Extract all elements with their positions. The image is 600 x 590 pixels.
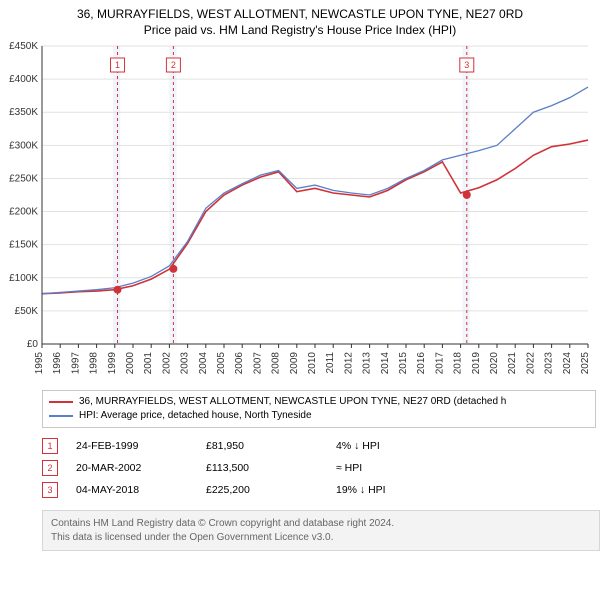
y-tick-label: £200K [9, 207, 38, 218]
x-tick-label: 2000 [125, 352, 136, 375]
x-tick-label: 2013 [362, 352, 373, 375]
sale-date: 04-MAY-2018 [76, 484, 206, 496]
legend-item: 36, MURRAYFIELDS, WEST ALLOTMENT, NEWCAS… [49, 395, 589, 409]
sale-date: 20-MAR-2002 [76, 462, 206, 474]
x-tick-label: 2008 [271, 352, 282, 375]
sale-row: 1 24-FEB-1999£81,9504% ↓ HPI [42, 435, 582, 457]
sale-badge: 2 [42, 460, 58, 476]
sale-marker [169, 265, 177, 273]
x-tick-label: 2006 [234, 352, 245, 375]
y-tick-label: £50K [15, 306, 39, 317]
title-line1: 36, MURRAYFIELDS, WEST ALLOTMENT, NEWCAS… [0, 6, 600, 22]
x-tick-label: 1998 [89, 352, 100, 375]
x-tick-label: 1997 [70, 352, 81, 375]
y-tick-label: £250K [9, 173, 38, 184]
x-tick-label: 2017 [434, 352, 445, 375]
x-tick-label: 1995 [34, 352, 45, 375]
sale-vs-hpi: 4% ↓ HPI [336, 440, 486, 452]
sale-vs-hpi: 19% ↓ HPI [336, 484, 486, 496]
sale-price: £81,950 [206, 440, 336, 452]
legend-label: HPI: Average price, detached house, Nort… [79, 409, 312, 423]
legend-item: HPI: Average price, detached house, Nort… [49, 409, 589, 423]
title-line2: Price paid vs. HM Land Registry's House … [0, 22, 600, 38]
x-tick-label: 2012 [343, 352, 354, 375]
x-tick-label: 2009 [289, 352, 300, 375]
x-tick-label: 2003 [180, 352, 191, 375]
y-tick-label: £0 [27, 339, 39, 350]
legend: 36, MURRAYFIELDS, WEST ALLOTMENT, NEWCAS… [42, 390, 596, 428]
x-tick-label: 2015 [398, 352, 409, 375]
x-tick-label: 2005 [216, 352, 227, 375]
x-tick-label: 1996 [52, 352, 63, 375]
x-tick-label: 2020 [489, 352, 500, 375]
sale-row: 2 20-MAR-2002£113,500≈ HPI [42, 457, 582, 479]
x-tick-label: 2025 [580, 352, 591, 375]
legend-label: 36, MURRAYFIELDS, WEST ALLOTMENT, NEWCAS… [79, 395, 506, 409]
sale-badge: 3 [42, 482, 58, 498]
x-tick-label: 2019 [471, 352, 482, 375]
attribution-footer: Contains HM Land Registry data © Crown c… [42, 510, 600, 551]
x-tick-label: 2014 [380, 352, 391, 375]
x-tick-label: 2021 [507, 352, 518, 375]
x-tick-label: 2001 [143, 352, 154, 375]
x-tick-label: 2023 [544, 352, 555, 375]
y-tick-label: £350K [9, 107, 38, 118]
figure-root: 36, MURRAYFIELDS, WEST ALLOTMENT, NEWCAS… [0, 0, 600, 590]
x-tick-label: 1999 [107, 352, 118, 375]
sale-marker [114, 286, 122, 294]
price-chart: £0 £50K £100K £150K £200K £250K £300K £350K £400… [0, 40, 600, 380]
sale-band [113, 46, 120, 344]
sale-flag-label: 2 [171, 60, 176, 70]
x-tick-label: 2011 [325, 352, 336, 374]
x-tick-label: 2002 [161, 352, 172, 375]
x-tick-label: 2018 [453, 352, 464, 375]
y-tick-label: £100K [9, 273, 38, 284]
legend-swatch [49, 401, 73, 403]
y-tick-label: £450K [9, 41, 38, 52]
x-tick-label: 2010 [307, 352, 318, 375]
x-tick-label: 2007 [252, 352, 263, 375]
chart-title: 36, MURRAYFIELDS, WEST ALLOTMENT, NEWCAS… [0, 0, 600, 38]
legend-swatch [49, 415, 73, 417]
sale-badge: 1 [42, 438, 58, 454]
series-price_paid [42, 140, 588, 294]
sale-price: £113,500 [206, 462, 336, 474]
y-tick-label: £300K [9, 140, 38, 151]
sale-vs-hpi: ≈ HPI [336, 462, 486, 474]
series-hpi [42, 87, 588, 294]
sales-table: 1 24-FEB-1999£81,9504% ↓ HPI 2 20-MAR-2002£… [42, 435, 582, 501]
y-tick-label: £150K [9, 240, 38, 251]
sale-price: £225,200 [206, 484, 336, 496]
x-tick-label: 2024 [562, 352, 573, 375]
sale-flag-label: 3 [464, 60, 469, 70]
y-tick-label: £400K [9, 74, 38, 85]
sale-date: 24-FEB-1999 [76, 440, 206, 452]
x-tick-label: 2016 [416, 352, 427, 375]
sale-row: 3 04-MAY-2018£225,20019% ↓ HPI [42, 479, 582, 501]
x-tick-label: 2022 [525, 352, 536, 375]
sale-marker [463, 191, 471, 199]
footer-line2: This data is licensed under the Open Gov… [51, 531, 591, 545]
x-tick-label: 2004 [198, 352, 209, 375]
sale-flag-label: 1 [115, 60, 120, 70]
footer-line1: Contains HM Land Registry data © Crown c… [51, 517, 591, 531]
